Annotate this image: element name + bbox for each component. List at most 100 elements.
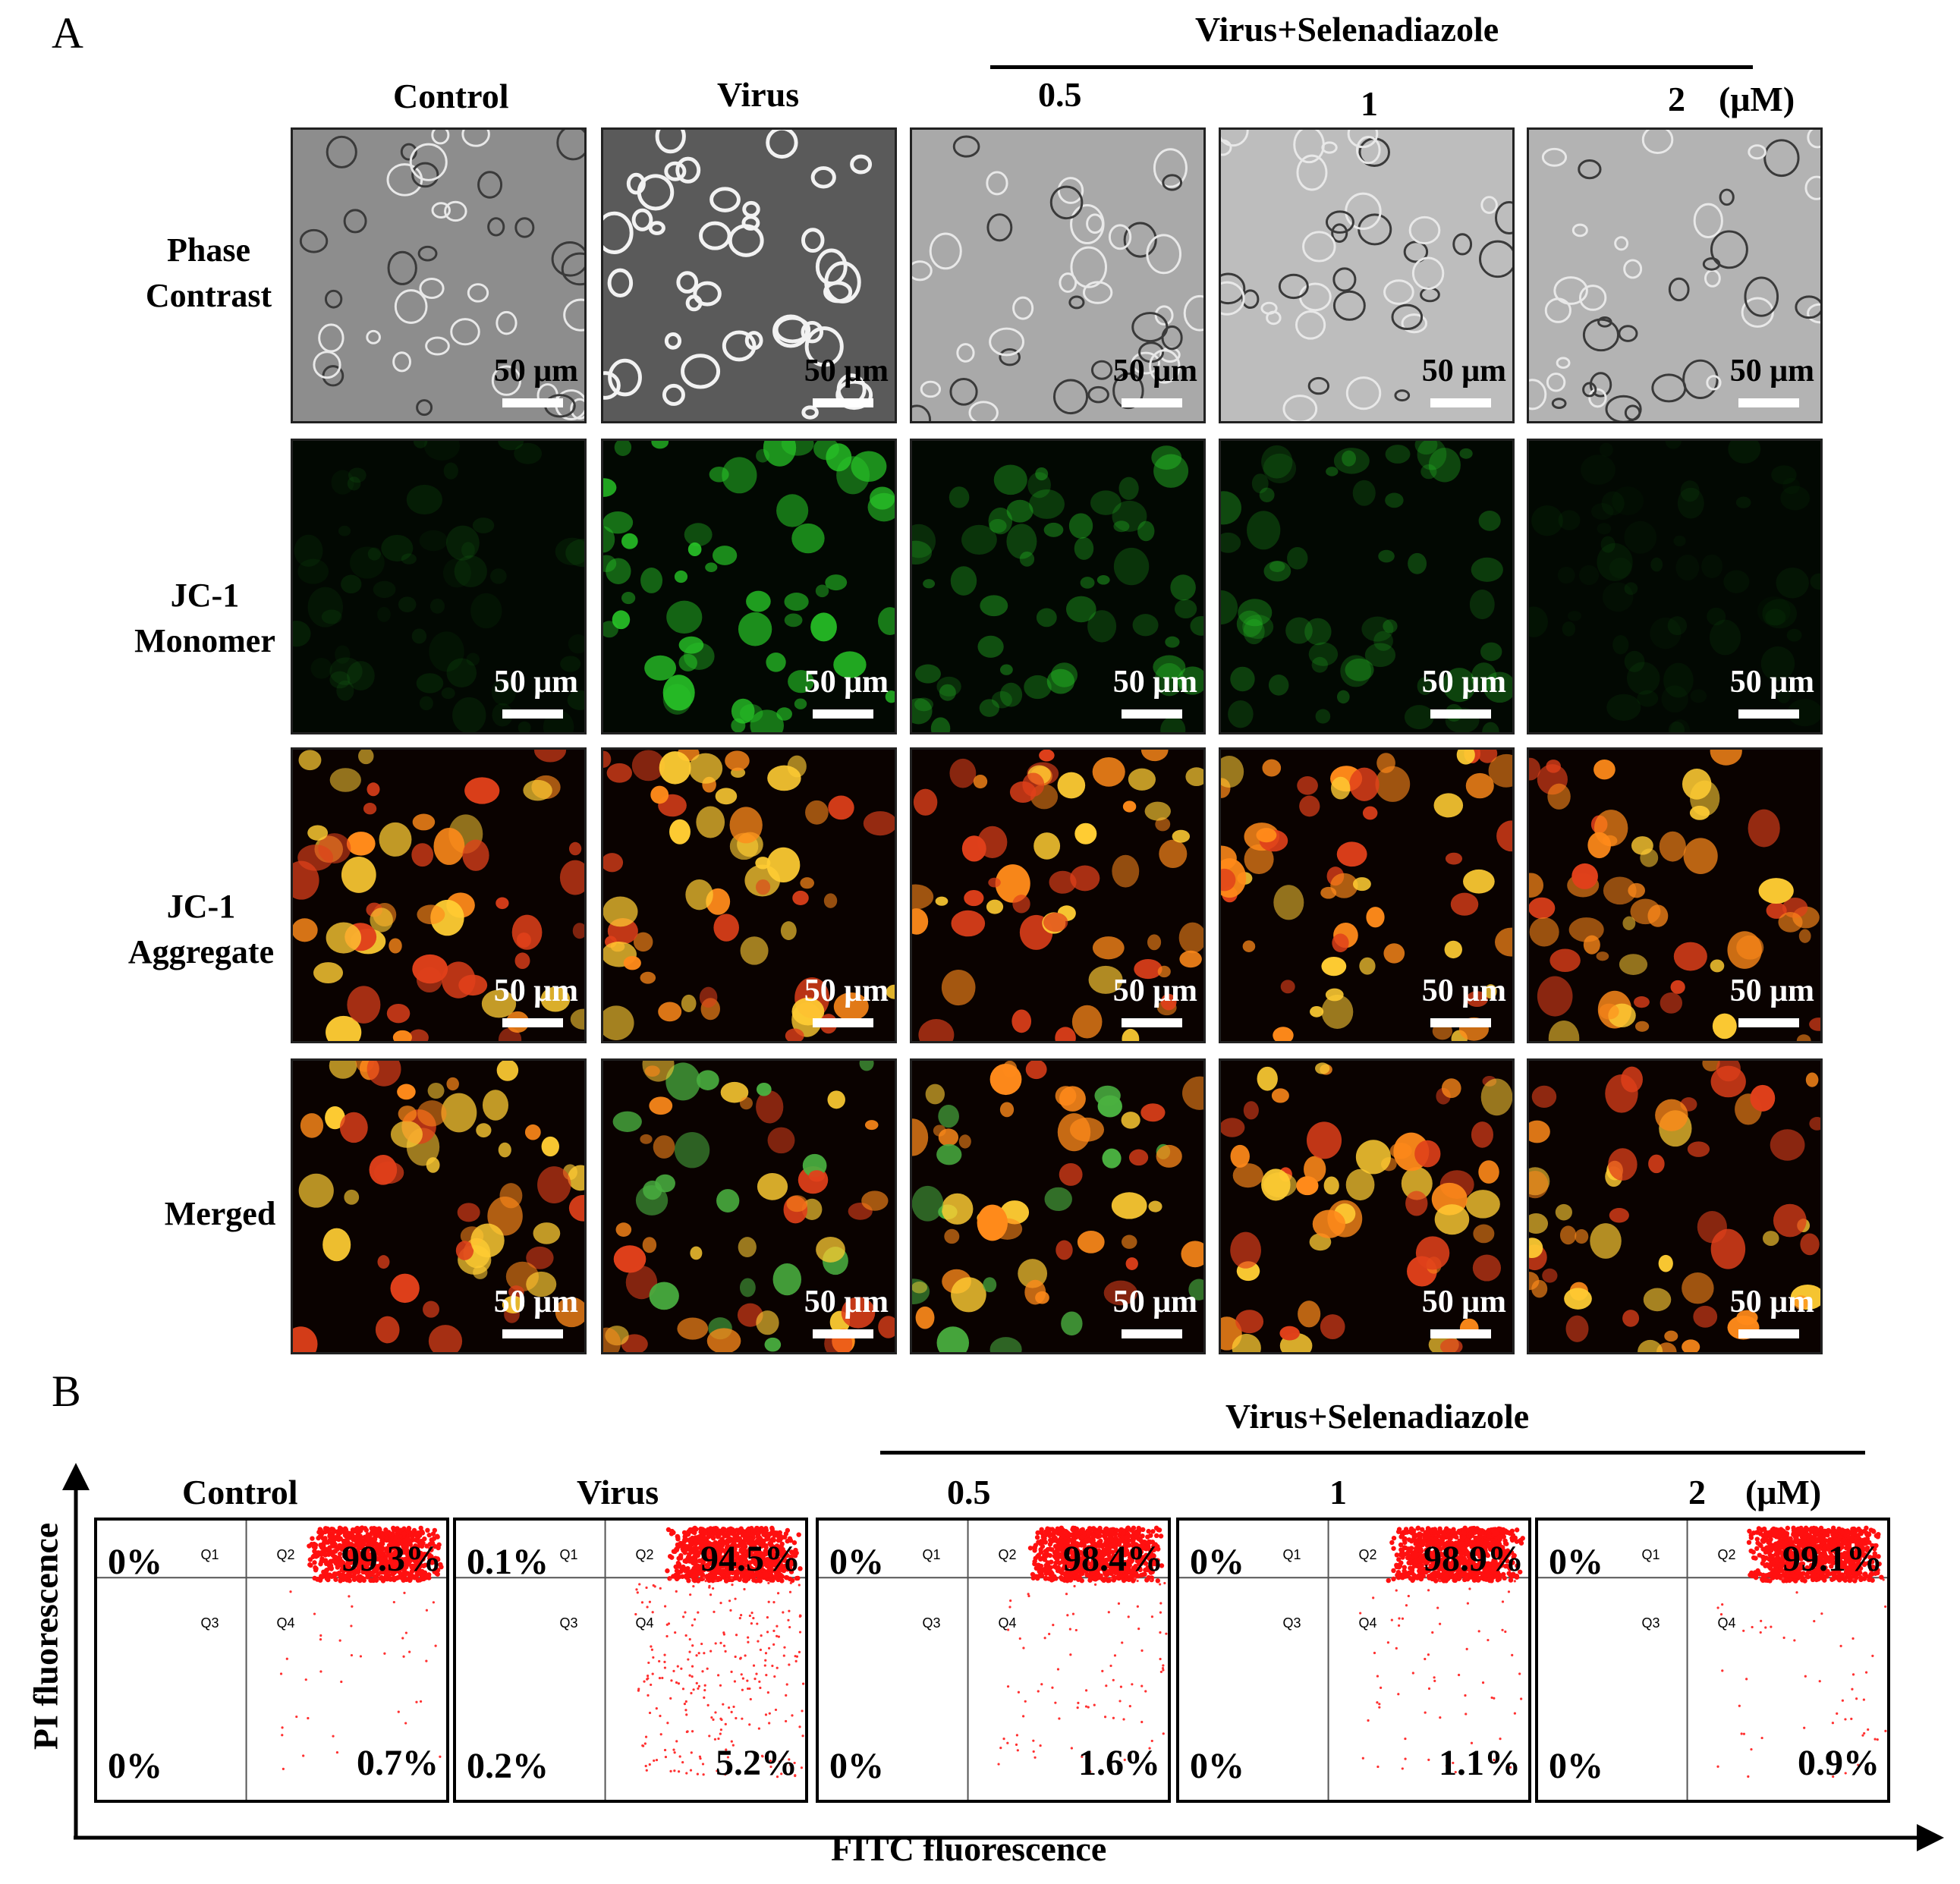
quadrant-name: Q3 bbox=[922, 1615, 941, 1631]
quadrant-name: Q2 bbox=[998, 1547, 1017, 1563]
scale-bar bbox=[1738, 709, 1799, 719]
quadrant-name: Q4 bbox=[1358, 1615, 1377, 1631]
quadrant-q4-percent: 1.6% bbox=[1078, 1743, 1160, 1783]
micrograph-tile: 50 μm bbox=[910, 127, 1206, 423]
x-axis-label: FITC fluorescence bbox=[831, 1829, 1107, 1868]
micrograph-tile: 50 μm bbox=[601, 127, 897, 423]
scale-bar bbox=[502, 398, 563, 407]
quadrant-name: Q3 bbox=[1282, 1615, 1301, 1631]
quadrant-q1-percent: 0% bbox=[829, 1542, 884, 1583]
scale-bar bbox=[1738, 398, 1799, 407]
micrograph-tile: 50 μm bbox=[1219, 1058, 1515, 1354]
scale-bar bbox=[1738, 1018, 1799, 1027]
micrograph-tile: 50 μm bbox=[910, 1058, 1206, 1354]
quadrant-q1-percent: 0% bbox=[108, 1542, 162, 1583]
scale-bar-label: 50 μm bbox=[804, 973, 889, 1008]
flow-plot: Q1 Q2 Q3 Q4 0% 98.4% 0% 1.6% bbox=[816, 1518, 1171, 1803]
scale-bar bbox=[1122, 1329, 1182, 1338]
scale-bar-label: 50 μm bbox=[493, 665, 578, 700]
micrograph-tile: 50 μm bbox=[291, 127, 587, 423]
quadrant-name: Q4 bbox=[635, 1615, 654, 1631]
quadrant-name: Q3 bbox=[559, 1615, 578, 1631]
quadrant-name: Q3 bbox=[200, 1615, 219, 1631]
quadrant-q2-percent: 99.1% bbox=[1782, 1539, 1883, 1580]
row-label-line2: Monomer bbox=[134, 622, 275, 659]
quadrant-name: Q1 bbox=[200, 1547, 219, 1563]
flow-plot-canvas bbox=[819, 1521, 1168, 1800]
scale-bar-label: 50 μm bbox=[1421, 1285, 1506, 1319]
quadrant-q2-percent: 98.9% bbox=[1424, 1539, 1524, 1580]
micrograph-tile: 50 μm bbox=[1219, 439, 1515, 734]
quadrant-q4-percent: 1.1% bbox=[1439, 1743, 1521, 1783]
flow-plot-canvas bbox=[1538, 1521, 1887, 1800]
panel-b-col-virus: Virus bbox=[577, 1473, 659, 1511]
panel-b-col-0-5: 0.5 bbox=[947, 1473, 991, 1511]
scale-bar bbox=[502, 1329, 563, 1338]
y-axis-label: PI fluorescence bbox=[26, 1522, 65, 1750]
quadrant-q2-percent: 99.3% bbox=[341, 1539, 442, 1580]
panel-b-group-line bbox=[880, 1451, 1865, 1455]
flow-plot-canvas bbox=[456, 1521, 805, 1800]
panel-a-col-control: Control bbox=[393, 77, 509, 115]
scale-bar-label: 50 μm bbox=[1112, 1285, 1197, 1319]
panel-b-unit: (μM) bbox=[1745, 1473, 1822, 1511]
quadrant-name: Q1 bbox=[559, 1547, 578, 1563]
scale-bar bbox=[1430, 1329, 1491, 1338]
panel-b-col-control: Control bbox=[182, 1473, 298, 1511]
flow-plot: Q1 Q2 Q3 Q4 0% 99.3% 0% 0.7% bbox=[94, 1518, 449, 1803]
quadrant-q2-percent: 98.4% bbox=[1063, 1539, 1163, 1580]
scale-bar-label: 50 μm bbox=[1112, 354, 1197, 388]
scale-bar-label: 50 μm bbox=[1729, 665, 1814, 700]
scale-bar-label: 50 μm bbox=[1729, 1285, 1814, 1319]
row-label-line1: Merged bbox=[164, 1195, 276, 1232]
scale-bar bbox=[1738, 1329, 1799, 1338]
panel-a-letter: A bbox=[52, 8, 83, 58]
scale-bar-label: 50 μm bbox=[1112, 973, 1197, 1008]
panel-b-letter: B bbox=[52, 1367, 81, 1416]
micrograph-tile: 50 μm bbox=[601, 439, 897, 734]
quadrant-name: Q1 bbox=[1282, 1547, 1301, 1563]
quadrant-q4-percent: 0.9% bbox=[1798, 1743, 1880, 1783]
scale-bar bbox=[813, 1329, 873, 1338]
quadrant-q3-percent: 0% bbox=[1190, 1746, 1244, 1786]
quadrant-name: Q2 bbox=[635, 1547, 654, 1563]
micrograph-tile: 50 μm bbox=[291, 439, 587, 734]
quadrant-name: Q2 bbox=[276, 1547, 295, 1563]
quadrant-q1-percent: 0% bbox=[1549, 1542, 1603, 1583]
scale-bar-label: 50 μm bbox=[493, 1285, 578, 1319]
panel-a-col-0-5: 0.5 bbox=[1038, 75, 1082, 114]
scale-bar bbox=[813, 709, 873, 719]
row-label-jc1-aggregate: JC-1 Aggregate bbox=[118, 884, 285, 975]
scale-bar bbox=[1430, 398, 1491, 407]
micrograph-tile: 50 μm bbox=[1527, 127, 1823, 423]
micrograph-tile: 50 μm bbox=[910, 439, 1206, 734]
quadrant-q2-percent: 94.5% bbox=[700, 1539, 801, 1580]
quadrant-name: Q1 bbox=[922, 1547, 941, 1563]
quadrant-name: Q4 bbox=[276, 1615, 295, 1631]
quadrant-q3-percent: 0% bbox=[829, 1746, 884, 1786]
scale-bar-label: 50 μm bbox=[1729, 973, 1814, 1008]
quadrant-name: Q1 bbox=[1641, 1547, 1660, 1563]
micrograph-tile: 50 μm bbox=[1219, 747, 1515, 1043]
scale-bar bbox=[1430, 709, 1491, 719]
row-label-line1: Phase bbox=[167, 231, 250, 269]
panel-a-col-virus: Virus bbox=[717, 75, 800, 114]
micrograph-tile: 50 μm bbox=[291, 747, 587, 1043]
scale-bar bbox=[1122, 398, 1182, 407]
scale-bar-label: 50 μm bbox=[1112, 665, 1197, 700]
flow-plot-canvas bbox=[97, 1521, 446, 1800]
micrograph-tile: 50 μm bbox=[1527, 1058, 1823, 1354]
panel-a-col-1: 1 bbox=[1361, 84, 1378, 123]
micrograph-tile: 50 μm bbox=[601, 1058, 897, 1354]
micrograph-tile: 50 μm bbox=[291, 1058, 587, 1354]
panel-a-col-2: 2 bbox=[1668, 80, 1685, 118]
quadrant-q1-percent: 0.1% bbox=[467, 1542, 549, 1583]
quadrant-q4-percent: 0.7% bbox=[357, 1743, 439, 1783]
row-label-line1: JC-1 bbox=[170, 577, 240, 614]
panel-a-group-line bbox=[990, 65, 1753, 69]
quadrant-q3-percent: 0.2% bbox=[467, 1746, 549, 1786]
quadrant-name: Q4 bbox=[1717, 1615, 1736, 1631]
flow-plot: Q1 Q2 Q3 Q4 0.1% 94.5% 0.2% 5.2% bbox=[453, 1518, 808, 1803]
quadrant-name: Q2 bbox=[1358, 1547, 1377, 1563]
